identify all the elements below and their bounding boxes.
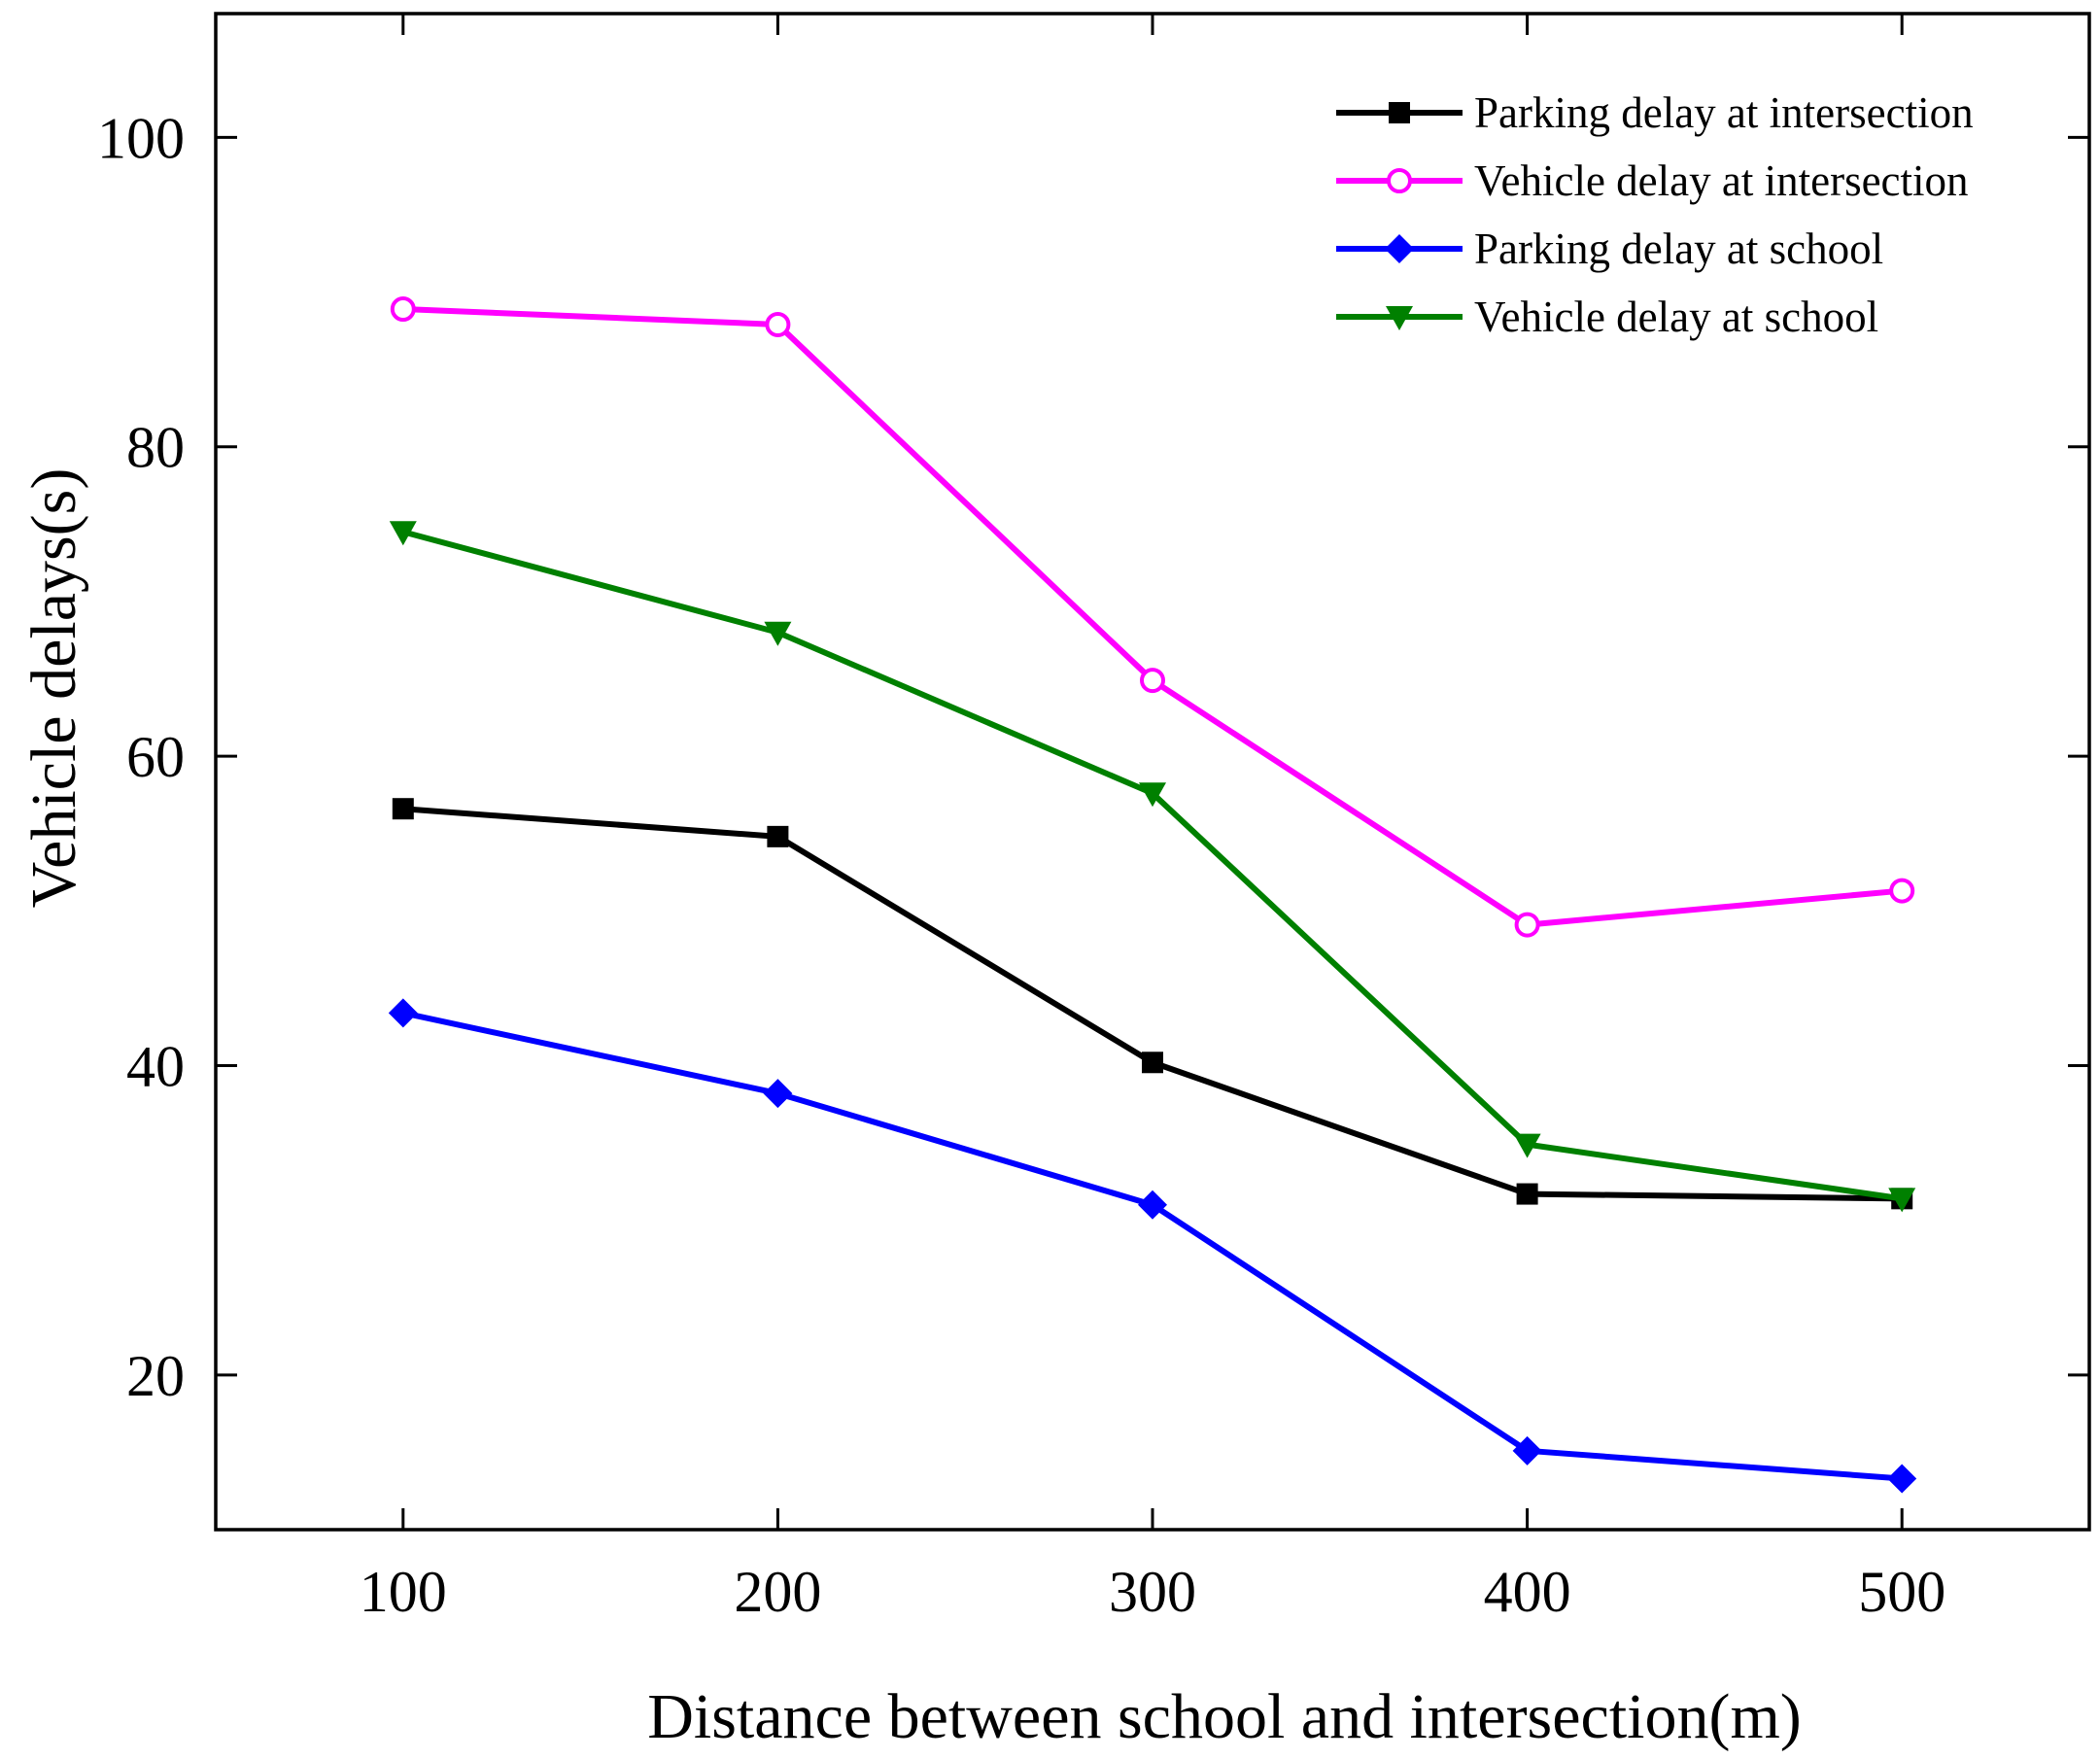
data-point xyxy=(1887,1464,1917,1494)
data-point xyxy=(389,521,417,546)
legend-item: Parking delay at school xyxy=(1336,224,1883,273)
series-group xyxy=(388,296,1917,1494)
series-parking-delay-at-intersection xyxy=(392,798,1913,1210)
legend-label: Vehicle delay at intersection xyxy=(1474,156,1969,205)
x-tick-label: 100 xyxy=(360,1560,447,1624)
legend-item: Vehicle delay at intersection xyxy=(1336,156,1969,205)
legend-marker xyxy=(1385,234,1414,263)
series-vehicle-delay-at-intersection xyxy=(390,296,1915,938)
series-line xyxy=(402,1010,1903,1482)
x-axis-title: Distance between school and intersection… xyxy=(647,1681,1802,1752)
data-point xyxy=(767,825,789,847)
x-tick-label: 500 xyxy=(1858,1560,1945,1624)
data-point xyxy=(388,998,418,1028)
data-point xyxy=(1513,1133,1541,1158)
legend-marker xyxy=(1389,102,1410,123)
data-point xyxy=(1140,668,1165,694)
data-point xyxy=(1138,1190,1167,1220)
series-line xyxy=(402,306,1903,928)
legend-label: Vehicle delay at school xyxy=(1474,293,1878,341)
data-point xyxy=(765,311,791,337)
y-tick-label: 20 xyxy=(126,1344,185,1408)
legend-marker xyxy=(1386,306,1413,330)
legend-label: Parking delay at school xyxy=(1474,224,1883,273)
data-point xyxy=(1142,1052,1163,1074)
y-axis-title: Vehicle delays(s) xyxy=(18,468,89,909)
x-tick-label: 300 xyxy=(1109,1560,1196,1624)
x-tick-label: 400 xyxy=(1484,1560,1571,1624)
y-tick-label: 40 xyxy=(126,1034,185,1098)
x-tick-label: 200 xyxy=(734,1560,821,1624)
data-point xyxy=(763,1079,793,1109)
series-parking-delay-at-school xyxy=(388,998,1917,1494)
data-point xyxy=(1514,912,1540,938)
data-point xyxy=(1139,782,1166,808)
y-tick-label: 60 xyxy=(126,725,185,789)
data-point xyxy=(390,296,416,323)
data-point xyxy=(1516,1183,1538,1205)
series-vehicle-delay-at-school xyxy=(389,521,1916,1213)
legend: Parking delay at intersection Vehicle del… xyxy=(1336,88,1974,341)
data-point xyxy=(1888,1188,1916,1213)
legend-label: Parking delay at intersection xyxy=(1474,88,1974,137)
data-point xyxy=(1512,1435,1542,1466)
legend-item: Parking delay at intersection xyxy=(1336,88,1974,137)
data-point xyxy=(392,798,414,820)
y-tick-label: 80 xyxy=(126,416,185,480)
series-line xyxy=(402,529,1903,1202)
y-tick-label: 100 xyxy=(97,106,185,170)
data-point xyxy=(764,621,792,646)
axis-ticks: 100 200 300 400 500 20 40 60 80 100 xyxy=(97,14,2089,1624)
data-point xyxy=(1889,878,1915,904)
series-line xyxy=(402,806,1903,1202)
legend-item: Vehicle delay at school xyxy=(1336,293,1878,341)
legend-marker xyxy=(1387,168,1412,193)
